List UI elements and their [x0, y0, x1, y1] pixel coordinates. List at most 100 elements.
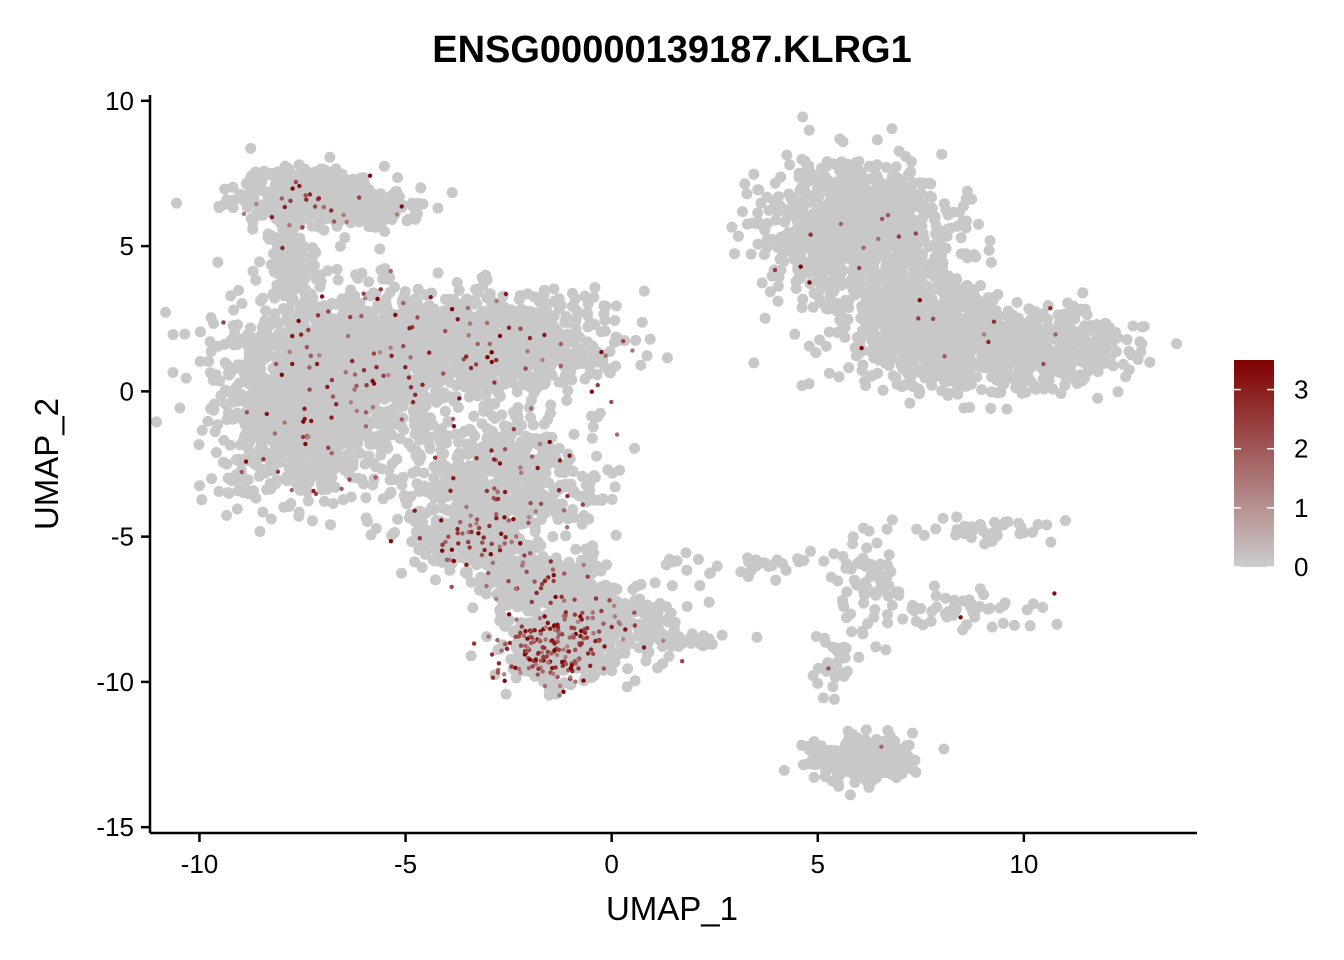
- data-point: [587, 421, 599, 433]
- data-point: [424, 412, 436, 424]
- data-point: [205, 367, 216, 379]
- data-point: [370, 195, 381, 206]
- data-point: [524, 306, 536, 317]
- data-point: [259, 413, 271, 425]
- data-point: [401, 214, 413, 226]
- data-point: [281, 229, 293, 241]
- data-point: [429, 303, 440, 315]
- data-point: [424, 431, 436, 443]
- data-point: [273, 328, 284, 340]
- data-point: [205, 312, 217, 324]
- data-point: [415, 451, 427, 463]
- data-point: [410, 302, 422, 314]
- data-point: [445, 298, 457, 309]
- data-point: [331, 263, 343, 275]
- data-point: [352, 416, 364, 428]
- data-point: [438, 448, 450, 460]
- data-point: [409, 556, 421, 568]
- data-point: [257, 209, 269, 221]
- data-point: [275, 254, 287, 266]
- data-point: [266, 230, 278, 242]
- data-point: [247, 485, 259, 497]
- data-point: [413, 520, 425, 532]
- data-point: [573, 490, 585, 502]
- data-point: [255, 396, 267, 408]
- data-point: [601, 559, 612, 571]
- data-point: [502, 588, 514, 600]
- data-point: [525, 412, 536, 423]
- data-point: [218, 199, 230, 211]
- data-point: [461, 438, 473, 450]
- data-point: [218, 456, 229, 468]
- data-point: [644, 333, 656, 345]
- data-point: [516, 543, 528, 555]
- data-point: [334, 240, 346, 252]
- data-point: [361, 516, 373, 527]
- data-point: [293, 506, 305, 518]
- data-point: [420, 548, 431, 560]
- data-point: [268, 248, 279, 260]
- data-point: [202, 415, 214, 427]
- data-point: [553, 293, 565, 305]
- data-point: [410, 465, 422, 477]
- data-point: [196, 494, 208, 506]
- data-point: [364, 438, 376, 450]
- data-point: [244, 415, 256, 427]
- data-point: [478, 460, 490, 471]
- data-point: [415, 429, 427, 441]
- data-point: [212, 340, 224, 352]
- data-point: [313, 326, 325, 338]
- data-point: [536, 343, 548, 355]
- data-point: [346, 442, 358, 454]
- data-point: [536, 362, 548, 374]
- data-point: [386, 458, 398, 470]
- data-point: [225, 290, 237, 302]
- data-point: [568, 428, 580, 440]
- data-point: [326, 335, 338, 347]
- data-point: [520, 430, 532, 442]
- data-point: [445, 349, 457, 361]
- data-point: [293, 337, 305, 349]
- data-point: [530, 322, 542, 334]
- data-point: [610, 529, 622, 541]
- data-point: [325, 519, 336, 531]
- data-point: [278, 361, 289, 373]
- data-point: [227, 181, 239, 193]
- data-point: [285, 498, 297, 509]
- data-point: [292, 188, 304, 199]
- data-point: [595, 326, 607, 338]
- data-point: [429, 492, 441, 504]
- data-point: [584, 368, 596, 380]
- data-point: [537, 506, 549, 518]
- data-point: [254, 199, 266, 211]
- data-point: [532, 379, 544, 391]
- data-point: [522, 605, 534, 617]
- data-point: [450, 428, 461, 440]
- data-point: [430, 574, 441, 586]
- data-point: [485, 324, 497, 336]
- data-point: [234, 439, 246, 451]
- data-point: [586, 432, 598, 444]
- data-point: [359, 350, 371, 362]
- data-point: [584, 562, 596, 574]
- data-point: [548, 327, 560, 339]
- data-point: [256, 370, 267, 382]
- data-point: [389, 281, 401, 293]
- data-point: [694, 580, 706, 592]
- data-point: [230, 454, 242, 466]
- data-point: [417, 198, 429, 210]
- data-point: [377, 211, 389, 222]
- data-point: [569, 317, 581, 329]
- data-point: [600, 300, 612, 312]
- data-point: [290, 446, 302, 457]
- data-point: [359, 458, 371, 470]
- data-point: [151, 416, 162, 428]
- data-point: [641, 350, 653, 362]
- data-point: [428, 339, 440, 351]
- data-point: [476, 344, 488, 356]
- data-point: [378, 160, 390, 172]
- data-point: [606, 467, 618, 479]
- data-point: [401, 498, 413, 510]
- data-point: [206, 473, 218, 485]
- data-point: [243, 398, 255, 410]
